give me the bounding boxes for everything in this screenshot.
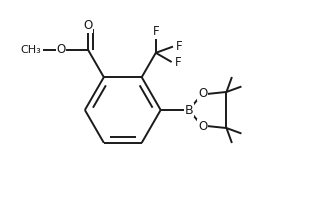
Text: F: F — [153, 25, 159, 38]
Text: CH₃: CH₃ — [21, 45, 41, 55]
Text: F: F — [176, 40, 183, 53]
Text: B: B — [184, 103, 193, 117]
Text: O: O — [83, 19, 93, 33]
Text: O: O — [57, 43, 66, 56]
Text: F: F — [175, 55, 181, 68]
Text: O: O — [198, 120, 207, 133]
Text: O: O — [198, 87, 207, 100]
